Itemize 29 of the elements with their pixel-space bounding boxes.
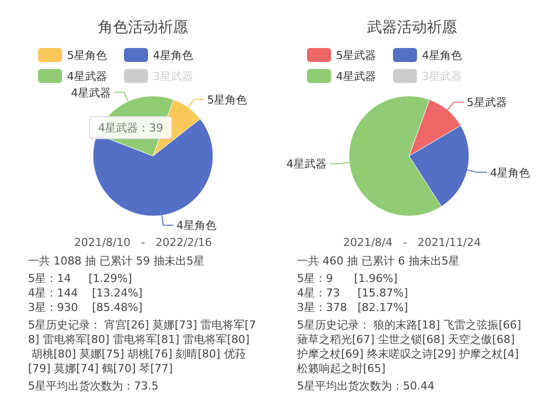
legend-label: 4星武器 [336, 70, 376, 83]
chart-title: 角色活动祈愿 [98, 18, 188, 36]
slice-label: 5星角色 [207, 93, 248, 106]
legend-label: 5星武器 [336, 49, 376, 62]
legend-label: 4星角色 [153, 49, 193, 62]
text: 一共 460 抽 已累计 6 抽未出5星 [297, 254, 460, 268]
slice-label: 5星武器 [466, 96, 507, 110]
slice-label: 4星武器 [71, 86, 112, 100]
text: 4星：144 [13.24%] [28, 286, 143, 300]
slice-label: 4星武器 [286, 158, 326, 171]
text: 5星：14 [1.29%] [28, 272, 132, 285]
legend-label: 5星角色 [67, 49, 107, 62]
text: 3星：930 [85.48%] [28, 301, 143, 314]
text: 5星平均出货次数为：50.44 [297, 380, 434, 392]
slice-label: 4星角色 [176, 219, 216, 232]
text: 4星武器：39 [98, 122, 164, 135]
slice-label: 4星角色 [490, 166, 530, 180]
text: 5星历史记录： 宵宫[26] 莫娜[73] 雷电将军[78] 雷电将军[80] 雷电将军[81] 雷电将军[80] 胡桃[80] 莫娜[75] 胡桃[76] 刻晴[80] 优菈[79] 莫娜[74] 鶴[70] 琴[77] [28, 318, 256, 375]
text: 2021/8/4 - 2021/11/24 [343, 236, 481, 249]
text: 4星：73 [15.87%] [297, 286, 408, 300]
legend-label: 4星角色 [422, 49, 462, 62]
legend-label: 4星武器 [67, 70, 107, 83]
text: 5星平均出货次数为：73.5 [28, 380, 158, 392]
text: 5星历史记录： 狼的末路[18] 飞雷之弦振[66] 薙草之稻光[67] 尘世之锁[68] 天空之傲[68] 护摩之杖[69] 终末嗟叹之诗[29] 护摩之杖[4] 松籁响起之时[65] [296, 318, 525, 375]
chart-title: 武器活动祈愿 [367, 18, 457, 36]
text: 一共 1088 抽 已累计 59 抽未出5星 [28, 254, 204, 268]
text: 2021/8/10 - 2022/2/16 [74, 236, 212, 249]
text: 3星：378 [82.17%] [297, 301, 408, 314]
text: 5星：9 [1.96%] [297, 272, 398, 285]
